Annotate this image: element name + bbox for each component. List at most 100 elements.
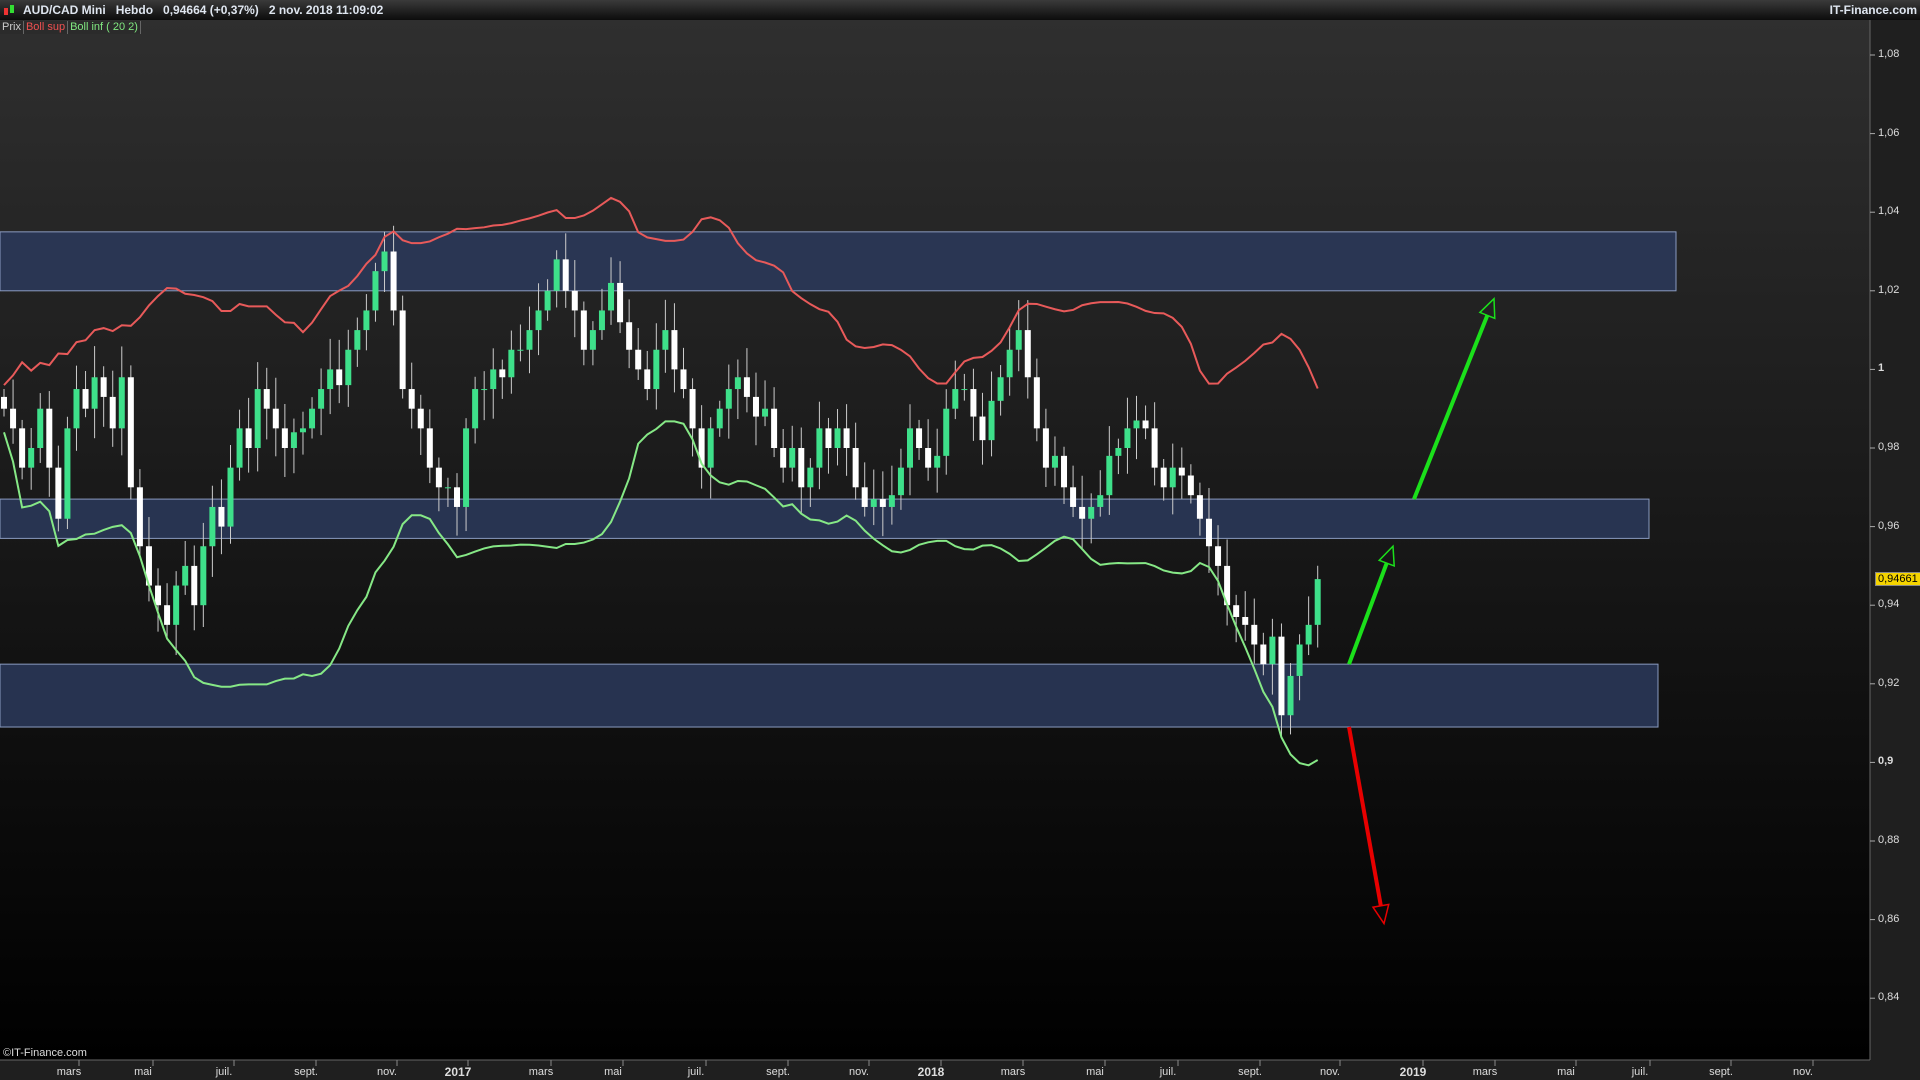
candle-body [961, 389, 968, 391]
candle-body [861, 487, 868, 507]
candle-body [1169, 467, 1176, 488]
candle-body [472, 389, 479, 429]
x-tick-label: mars [56, 1066, 82, 1078]
candle-body [435, 467, 442, 488]
candle-body [952, 389, 959, 409]
candle-body [309, 408, 316, 429]
candle-body [626, 322, 633, 350]
y-tick-label: 1,08 [1878, 48, 1900, 60]
candle-body [290, 432, 297, 448]
candle-body [689, 389, 696, 429]
candle-body [19, 428, 26, 468]
candle-body [381, 251, 388, 272]
candle-body [734, 377, 741, 390]
datetime: 2 nov. 2018 11:09:02 [268, 3, 384, 17]
candle-body [345, 349, 352, 386]
candle-body [580, 310, 587, 350]
x-tick-label: mars [1000, 1066, 1026, 1078]
candle-body [653, 349, 660, 390]
candle-body [64, 428, 71, 519]
x-tick-label: nov. [377, 1066, 397, 1078]
candle-body [299, 428, 306, 433]
candle-body [1314, 579, 1321, 625]
candle-body [164, 605, 171, 625]
last-price-marker: 0,94661 [1875, 572, 1920, 587]
x-tick-label: nov. [849, 1066, 869, 1078]
legend-lower-band[interactable]: Boll inf ( 20 2) [68, 21, 141, 34]
candle-body [191, 565, 198, 606]
support-resistance-zone [0, 663, 1659, 728]
candle-body [970, 389, 977, 417]
candle-body [508, 349, 515, 378]
candle-body [1061, 455, 1068, 488]
candle-body [752, 396, 759, 417]
title-bar: AUD/CAD Mini Hebdo 0,94664 (+0,37%) 2 no… [0, 0, 1920, 21]
candle-body [390, 251, 397, 311]
candle-body [934, 455, 941, 468]
candle-body [1287, 675, 1294, 716]
candle-body [671, 330, 678, 370]
candle-body [46, 408, 53, 468]
y-tick-label: 1,04 [1878, 205, 1900, 218]
x-tick-label: sept. [766, 1066, 790, 1078]
x-tick-label: juil. [1159, 1066, 1177, 1078]
candle-body [336, 369, 343, 386]
candle-body [399, 310, 406, 390]
candle-body [417, 408, 424, 429]
candle-body [589, 330, 596, 350]
candle-body [698, 428, 705, 468]
arrow-up-projection [1412, 296, 1496, 500]
y-tick-label: 1 [1878, 362, 1885, 375]
candle-body [780, 448, 787, 468]
candle-body [10, 408, 17, 429]
candle-body [843, 428, 850, 448]
candle-body [118, 377, 125, 429]
candle-body [789, 448, 796, 468]
x-tick-label: sept. [1709, 1066, 1733, 1078]
candle-body [662, 330, 669, 350]
candle-body [1269, 636, 1276, 665]
candle-body [644, 369, 651, 390]
candle-body [272, 408, 279, 429]
upper-bollinger-band [3, 196, 1319, 389]
period: Hebdo [115, 3, 154, 17]
candle-body [1251, 624, 1258, 645]
candle-body [408, 389, 415, 409]
x-tick-label: mai [1557, 1066, 1575, 1078]
arrow-head [1478, 296, 1496, 320]
candle-body [73, 389, 80, 429]
candle-body [1124, 428, 1131, 448]
legend-price[interactable]: Prix [0, 21, 24, 34]
candle-body [28, 448, 35, 468]
candle-body [925, 448, 932, 468]
x-tick-label: mai [134, 1066, 152, 1078]
candle-body [1305, 624, 1312, 645]
candle-body [997, 377, 1004, 401]
candle-body [816, 428, 823, 468]
candle-body [1133, 420, 1140, 429]
x-tick-label: juil. [215, 1066, 233, 1078]
candle-body [1160, 467, 1167, 488]
candle-body [916, 428, 923, 448]
candle-body [227, 467, 234, 527]
candle-body [1042, 428, 1049, 468]
candle-body [1142, 420, 1149, 429]
x-tick-label: 2019 [1399, 1065, 1427, 1079]
candle-body [1242, 616, 1249, 625]
candle-body [200, 546, 207, 606]
candle-body [1205, 518, 1212, 547]
legend-upper-band[interactable]: Boll sup [23, 21, 69, 34]
candle-body [707, 428, 714, 468]
candle-body [1070, 487, 1077, 507]
x-tick-label: 2018 [917, 1065, 945, 1079]
candle-body [725, 389, 732, 409]
candle-body [100, 377, 107, 397]
x-tick-label: nov. [1320, 1066, 1340, 1078]
candle-body [943, 408, 950, 456]
candle-body [680, 369, 687, 390]
candle-body [318, 389, 325, 409]
candle-body [363, 310, 370, 331]
candle-body [608, 282, 615, 311]
y-tick-label: 0,84 [1878, 991, 1900, 1004]
